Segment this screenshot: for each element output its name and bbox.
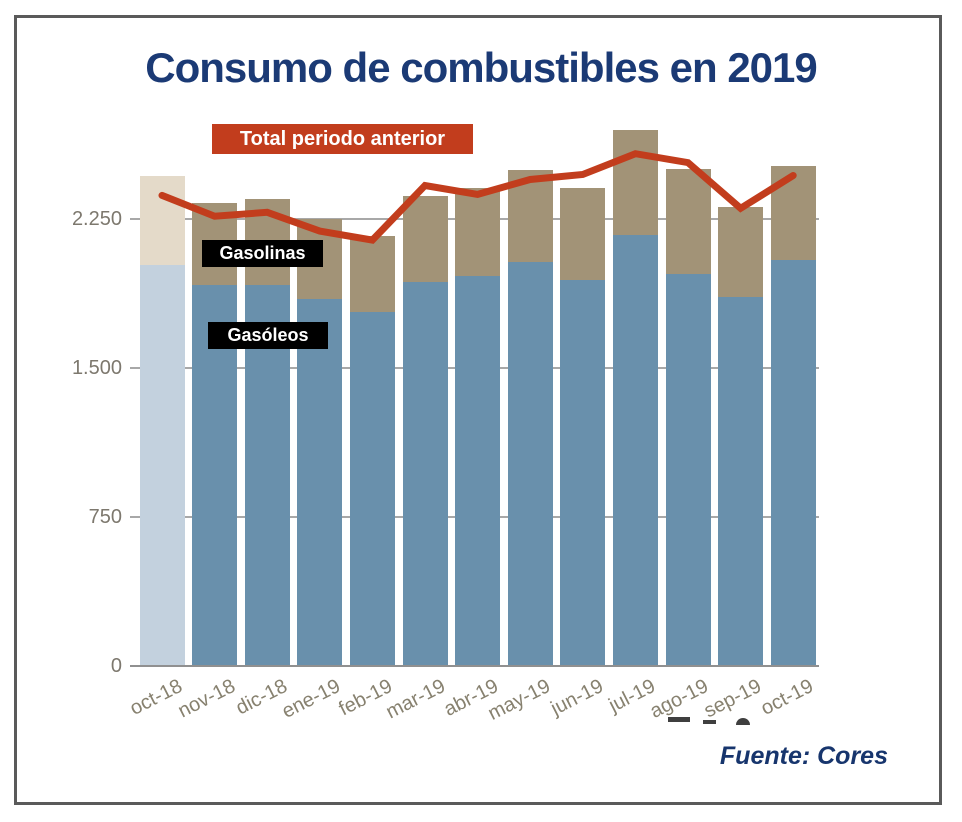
bar-gasoleos-abr-19 xyxy=(455,275,501,666)
y-axis-label-1.500: 1.500 xyxy=(71,357,122,380)
line-path xyxy=(158,150,797,244)
bar-gasolinas-ago-19 xyxy=(665,168,711,274)
chart-plot-area xyxy=(130,110,819,667)
occluded-text-fragment xyxy=(703,720,716,724)
bar-gasoleos-feb-19 xyxy=(349,311,395,666)
bar-gasolinas-jun-19 xyxy=(560,188,606,280)
bar-gasoleos-jul-19 xyxy=(612,235,658,666)
y-axis-label-0: 0 xyxy=(110,655,122,677)
bar-gasoleos-oct-19 xyxy=(770,259,816,666)
bar-gasolinas-oct-18 xyxy=(139,175,185,265)
bar-gasolinas-abr-19 xyxy=(455,188,501,276)
bar-gasoleos-ene-19 xyxy=(297,298,343,666)
y-tick-1.500 xyxy=(132,367,141,370)
y-tick-750 xyxy=(132,516,141,519)
source-caption: Fuente: Cores xyxy=(719,742,888,770)
y-axis-label-750: 750 xyxy=(88,506,122,529)
bar-gasolinas-feb-19 xyxy=(349,236,395,312)
bar-gasoleos-jun-19 xyxy=(560,279,606,666)
bar-gasoleos-ago-19 xyxy=(665,273,711,666)
total-periodo-anterior-line xyxy=(158,150,797,244)
occluded-text-fragment xyxy=(736,718,750,725)
bar-gasolinas-mar-19 xyxy=(402,196,448,282)
x-axis-line xyxy=(130,665,819,667)
bar-gasoleos-sep-19 xyxy=(718,296,764,666)
y-axis-label-2.250: 2.250 xyxy=(71,208,122,231)
occluded-text-fragment xyxy=(668,717,690,722)
label-gasoleos: Gasóleos xyxy=(208,322,328,349)
bar-gasoleos-mar-19 xyxy=(402,281,448,666)
bar-gasolinas-sep-19 xyxy=(718,207,764,297)
legend-total-periodo-anterior: Total periodo anterior xyxy=(212,124,473,154)
bar-gasolinas-jul-19 xyxy=(612,129,658,236)
y-tick-2.250 xyxy=(132,218,141,221)
chart-title: Consumo de combustibles en 2019 xyxy=(145,44,818,91)
bar-gasoleos-may-19 xyxy=(507,261,553,666)
label-gasolinas: Gasolinas xyxy=(202,240,323,267)
bar-gasoleos-oct-18 xyxy=(139,264,185,666)
